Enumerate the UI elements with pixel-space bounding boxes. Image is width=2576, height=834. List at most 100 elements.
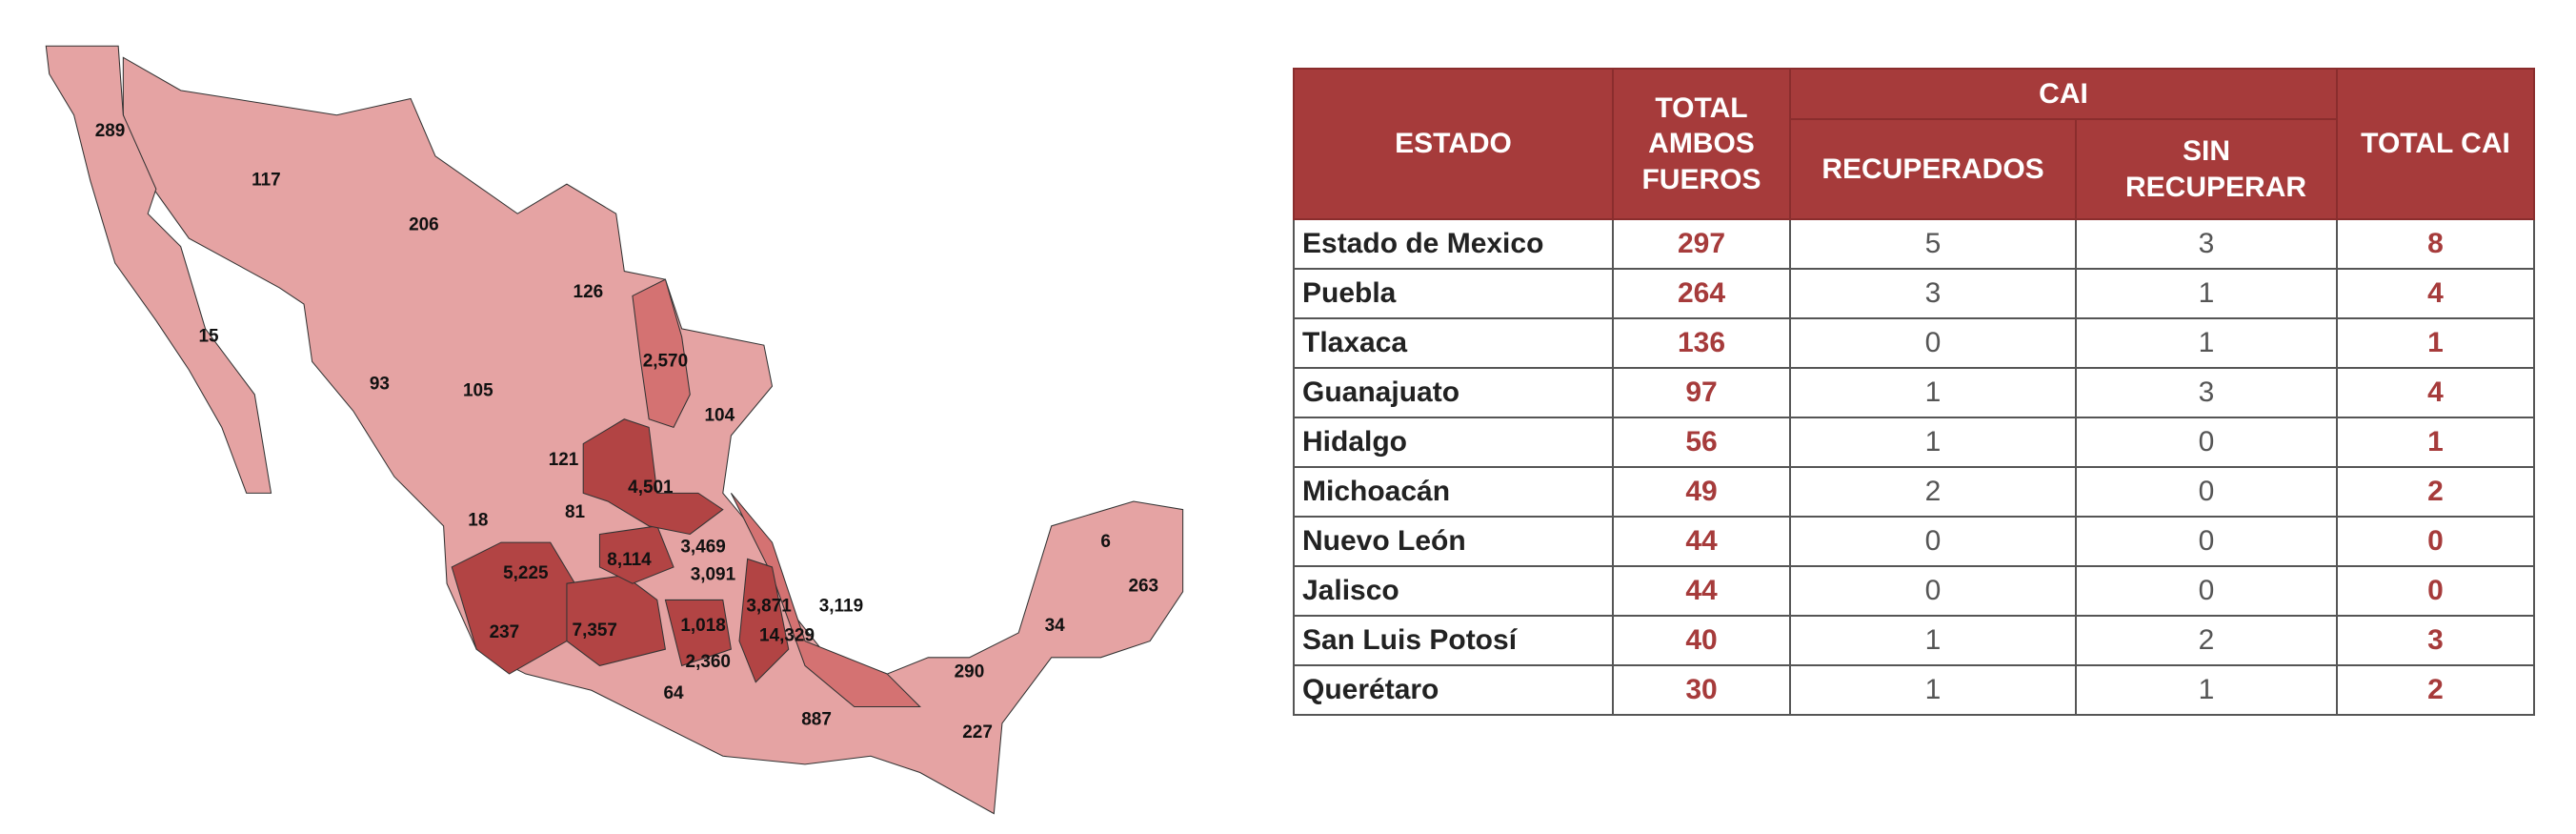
cell: 3 — [2336, 615, 2535, 666]
cell: 2 — [1789, 466, 2077, 518]
cell: 0 — [2075, 565, 2338, 617]
cell: 2 — [2336, 466, 2535, 518]
cell: 5 — [1789, 218, 2077, 270]
cell: Puebla — [1293, 268, 1614, 319]
header-text: SIN RECUPERAR — [2125, 135, 2307, 203]
map-label: 2,570 — [643, 351, 688, 371]
row: Puebla 264 3 1 4 — [1293, 268, 2535, 319]
map-labels: 289 117 206 126 15 2,570 93 105 104 121 4,501 18 81 3… — [95, 121, 1158, 742]
region — [598, 525, 674, 584]
cell: 1 — [1789, 615, 2077, 666]
map-label: 93 — [370, 375, 390, 395]
map-label: 3,469 — [680, 537, 725, 557]
row: Guanajuato 97 1 3 4 — [1293, 367, 2535, 418]
cell: Hidalgo — [1293, 417, 1614, 468]
cell: 0 — [2075, 516, 2338, 567]
cell: 0 — [2075, 466, 2338, 518]
map-label: 15 — [198, 327, 219, 347]
cell: San Luis Potosí — [1293, 615, 1614, 666]
cell: 1 — [2075, 268, 2338, 319]
row: Tlaxaca 136 0 1 1 — [1293, 317, 2535, 369]
map-label: 14,329 — [759, 625, 815, 645]
cell: 264 — [1612, 268, 1791, 319]
row: Nuevo León 44 0 0 0 — [1293, 516, 2535, 567]
cell: 2 — [2336, 664, 2535, 716]
map-label: 206 — [409, 214, 439, 234]
map: 289 117 206 126 15 2,570 93 105 104 121 4,501 18 81 3… — [45, 45, 1184, 815]
cell: 3 — [2075, 218, 2338, 270]
map-label: 126 — [574, 282, 604, 302]
map-label: 4,501 — [628, 478, 674, 498]
cell: 1 — [1789, 664, 2077, 716]
cell: 40 — [1612, 615, 1791, 666]
cell: Nuevo León — [1293, 516, 1614, 567]
cell: 3 — [1789, 268, 2077, 319]
map-label: 289 — [95, 121, 126, 141]
header: ESTADO — [1293, 68, 1614, 220]
cell: 0 — [2075, 417, 2338, 468]
header: TOTAL AMBOS FUEROS — [1612, 68, 1791, 220]
map-label: 117 — [252, 171, 281, 191]
cell: Michoacán — [1293, 466, 1614, 518]
row: Hidalgo 56 1 0 1 — [1293, 417, 2535, 468]
cell: 1 — [2075, 664, 2338, 716]
map-label: 227 — [962, 722, 993, 742]
region — [738, 558, 790, 683]
table: ESTADO TOTAL AMBOS FUEROS CAI TOTAL CAI … — [1293, 68, 2535, 716]
header: RECUPERADOS — [1789, 118, 2077, 220]
header: SIN RECUPERAR — [2075, 118, 2338, 220]
row: Michoacán 49 2 0 2 — [1293, 466, 2535, 518]
cell: 2 — [2075, 615, 2338, 666]
row: Jalisco 44 0 0 0 — [1293, 565, 2535, 617]
cell: 3 — [2075, 367, 2338, 418]
cell: 0 — [1789, 565, 2077, 617]
mainland — [122, 56, 1184, 815]
cell: Querétaro — [1293, 664, 1614, 716]
cell: 1 — [2336, 417, 2535, 468]
map-label: 8,114 — [607, 550, 652, 570]
map-label: 6 — [1100, 532, 1111, 552]
map-label: 105 — [463, 380, 493, 400]
cell: 49 — [1612, 466, 1791, 518]
cell: 1 — [1789, 417, 2077, 468]
map-label: 3,091 — [691, 565, 736, 585]
map-label: 3,119 — [819, 596, 863, 616]
cell: 44 — [1612, 565, 1791, 617]
cell: Jalisco — [1293, 565, 1614, 617]
header-text: TOTAL AMBOS FUEROS — [1641, 92, 1761, 195]
cell: 0 — [1789, 317, 2077, 369]
cell: Tlaxaca — [1293, 317, 1614, 369]
cell: 4 — [2336, 268, 2535, 319]
region — [664, 599, 732, 667]
map-label: 34 — [1045, 616, 1066, 636]
cell: 0 — [1789, 516, 2077, 567]
map-label: 81 — [565, 502, 586, 522]
map-label: 3,871 — [746, 596, 792, 616]
map-shapes — [45, 45, 1184, 815]
cell: 44 — [1612, 516, 1791, 567]
cell: 1 — [2075, 317, 2338, 369]
row: San Luis Potosí 40 1 2 3 — [1293, 615, 2535, 666]
map-label: 263 — [1128, 577, 1158, 597]
cell: 4 — [2336, 367, 2535, 418]
map-label: 290 — [955, 661, 985, 681]
map-label: 104 — [705, 405, 735, 425]
cell: 97 — [1612, 367, 1791, 418]
cell: 8 — [2336, 218, 2535, 270]
header: CAI — [1789, 68, 2338, 120]
cell: 0 — [2336, 516, 2535, 567]
region — [632, 278, 691, 429]
cell: 0 — [2336, 565, 2535, 617]
map-label: 887 — [801, 709, 832, 729]
map-label: 237 — [490, 622, 520, 642]
map-label: 64 — [663, 683, 684, 703]
row: Querétaro 30 1 1 2 — [1293, 664, 2535, 716]
cell: 56 — [1612, 417, 1791, 468]
map-label: 18 — [468, 511, 488, 531]
cell: Guanajuato — [1293, 367, 1614, 418]
map-label: 5,225 — [503, 563, 549, 583]
map-label: 7,357 — [573, 620, 617, 641]
map-label: 2,360 — [686, 652, 731, 672]
region — [582, 418, 724, 536]
